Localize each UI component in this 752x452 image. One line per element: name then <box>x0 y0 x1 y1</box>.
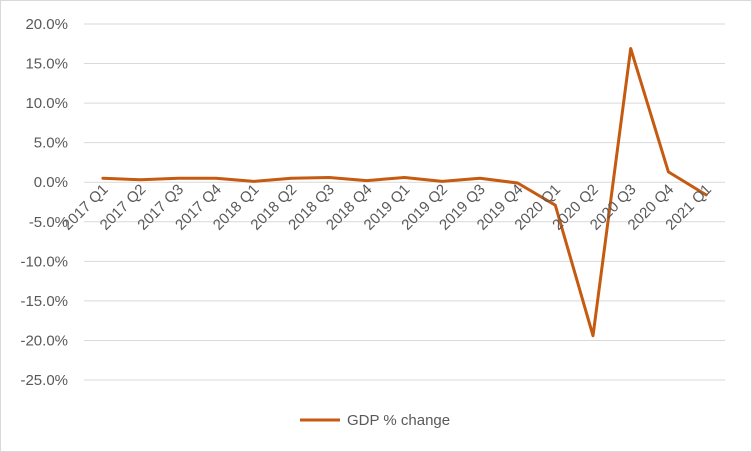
y-tick-label: 5.0% <box>34 135 68 152</box>
y-tick-label: 20.0% <box>25 16 68 33</box>
series-layer <box>101 47 708 338</box>
y-tick-label: 15.0% <box>25 56 68 73</box>
legend: GDP % change <box>300 412 450 429</box>
y-tick-label: -25.0% <box>20 372 68 389</box>
y-tick-label: 0.0% <box>34 174 68 191</box>
y-tick-label: -10.0% <box>20 253 68 270</box>
y-axis-tick-labels: 20.0% 15.0% 10.0% 5.0% 0.0% -5.0% -10.0% -15.0%… <box>20 16 68 389</box>
y-tick-label: 10.0% <box>25 95 68 112</box>
y-tick-label: -15.0% <box>20 293 68 310</box>
series-line-gdp-change <box>101 47 708 338</box>
y-tick-label: -5.0% <box>29 214 68 231</box>
legend-label: GDP % change <box>347 412 450 429</box>
y-tick-label: -20.0% <box>20 332 68 349</box>
gridlines <box>84 23 725 381</box>
